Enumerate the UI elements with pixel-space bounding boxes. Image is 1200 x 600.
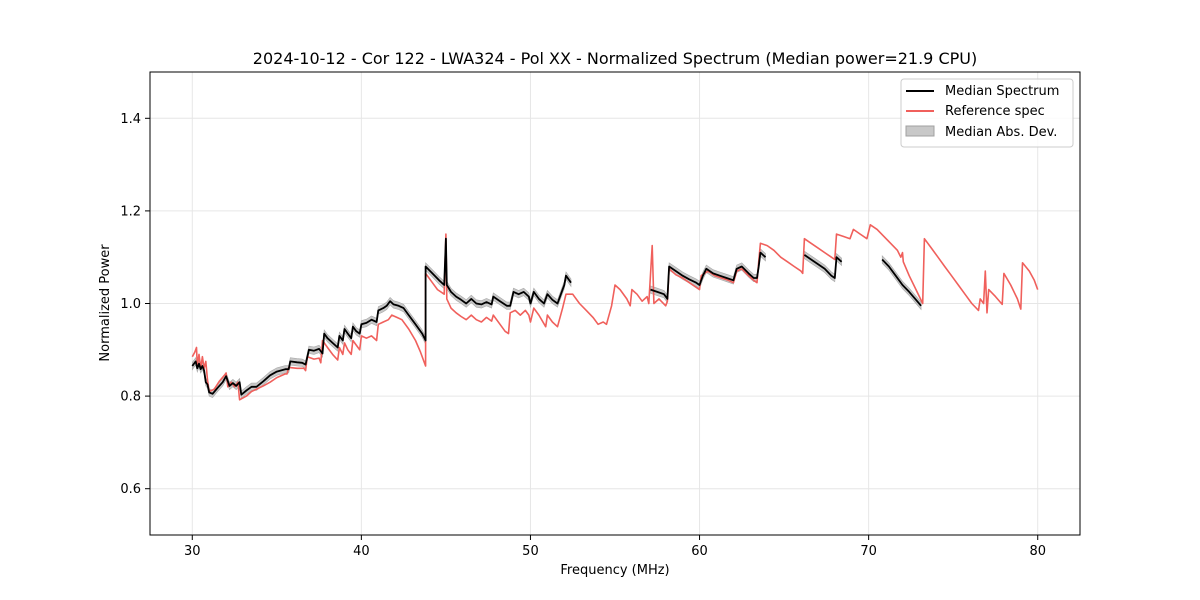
x-tick-label: 70 <box>860 544 877 559</box>
x-tick-label: 50 <box>522 544 539 559</box>
legend-reference-label: Reference spec <box>945 104 1045 119</box>
legend-median-label: Median Spectrum <box>945 84 1059 99</box>
axis-ticks: 30 40 50 60 70 80 0.6 0.8 1.0 1.2 1.4 <box>120 112 1046 559</box>
y-axis-label: Normalized Power <box>98 244 113 362</box>
legend: Median Spectrum Reference spec Median Ab… <box>900 78 1074 148</box>
y-tick-label: 1.0 <box>120 297 141 312</box>
median-spectrum-layer <box>191 237 922 396</box>
legend-box <box>900 78 1074 148</box>
legend-mad-label: Median Abs. Dev. <box>945 125 1057 140</box>
y-tick-label: 0.6 <box>120 482 141 497</box>
x-axis-label: Frequency (MHz) <box>560 563 669 578</box>
x-tick-label: 30 <box>184 544 201 559</box>
y-tick-label: 1.4 <box>120 112 141 127</box>
x-tick-label: 60 <box>691 544 708 559</box>
median-spectrum-line <box>881 258 922 307</box>
chart-title: 2024-10-12 - Cor 122 - LWA324 - Pol XX -… <box>253 49 977 68</box>
y-tick-label: 1.2 <box>120 204 141 219</box>
median-spectrum-line <box>650 251 767 300</box>
median-spectrum-line <box>191 237 572 396</box>
x-tick-label: 80 <box>1029 544 1046 559</box>
y-tick-label: 0.8 <box>120 390 141 405</box>
median-spectrum-line <box>803 254 843 279</box>
mad-band-segment <box>804 250 842 283</box>
x-tick-label: 40 <box>353 544 370 559</box>
legend-mad-swatch <box>905 125 935 137</box>
